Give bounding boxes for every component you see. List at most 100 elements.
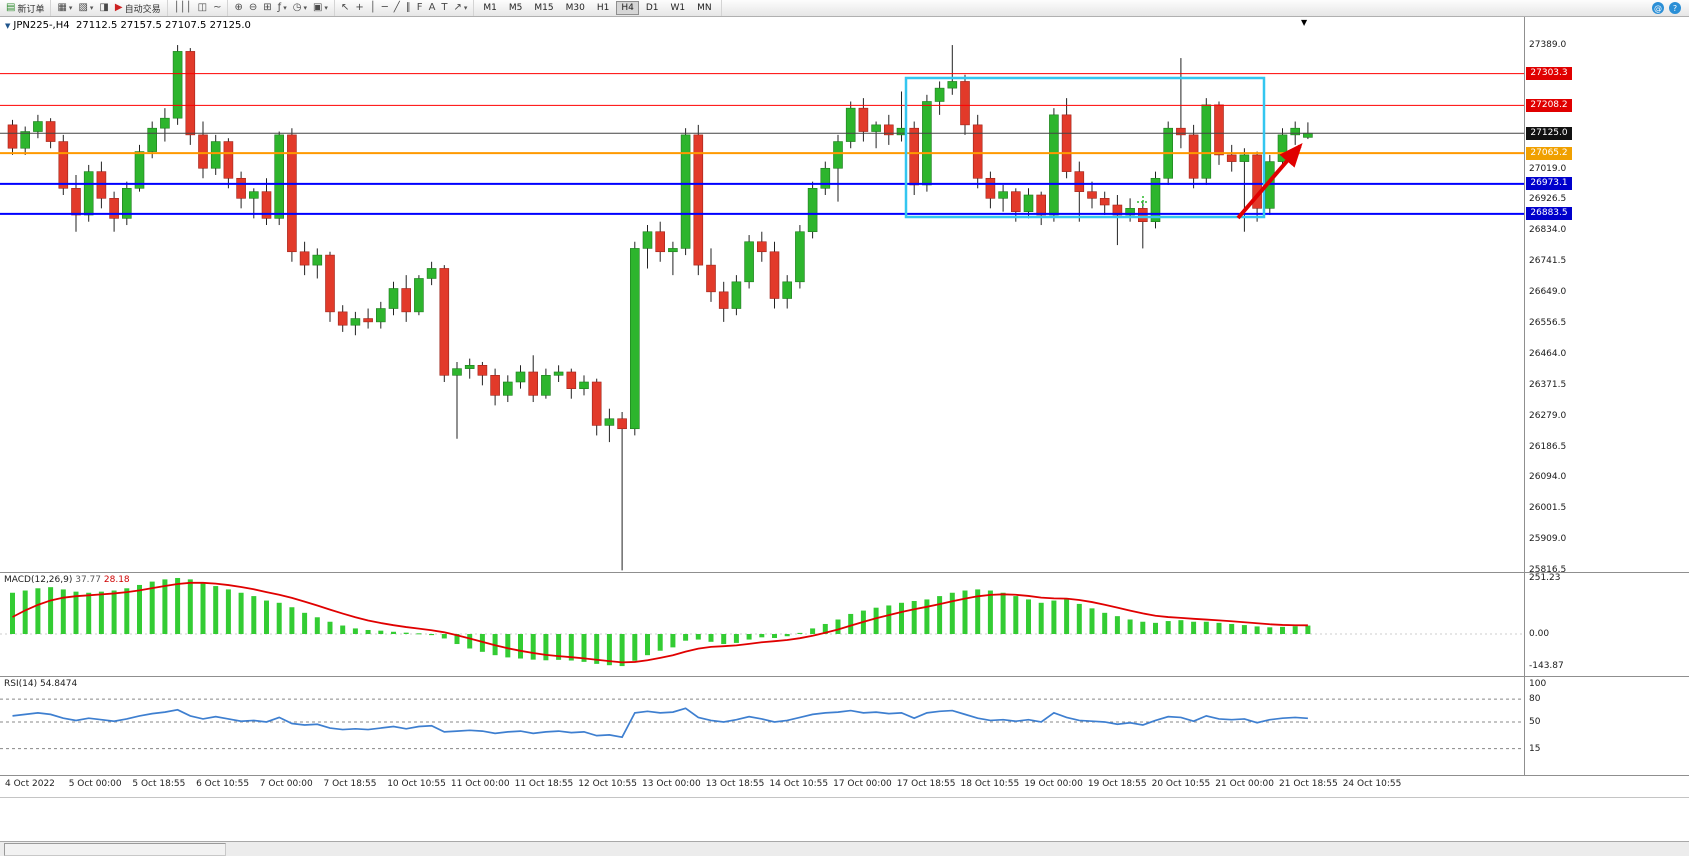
chevron-down-icon[interactable]: ▾ bbox=[68, 4, 73, 12]
scroll-to-end-icon[interactable]: ▼ bbox=[1301, 18, 1308, 27]
arrow-annotation[interactable] bbox=[1236, 142, 1303, 220]
templates-icon[interactable]: ▣ ▾ bbox=[310, 1, 331, 15]
timeframe-m15[interactable]: M15 bbox=[534, 3, 554, 13]
time-axis-label: 17 Oct 18:55 bbox=[896, 779, 956, 789]
cursor-icon: ↖ bbox=[340, 2, 350, 13]
price-badge: 27065.2 bbox=[1526, 146, 1572, 160]
tile-windows-icon[interactable]: ⊞ bbox=[260, 1, 274, 15]
profiles-icon[interactable]: ▧ ▾ bbox=[75, 1, 96, 15]
time-axis-label: 11 Oct 00:00 bbox=[450, 779, 510, 789]
price-axis-label: 26094.0 bbox=[1529, 472, 1567, 483]
price-axis-label: 26186.5 bbox=[1529, 441, 1567, 452]
price-axis-label: 26371.5 bbox=[1529, 379, 1567, 390]
rsi-axis-label: 15 bbox=[1529, 743, 1541, 754]
community-icon[interactable]: @ bbox=[1652, 2, 1664, 14]
price-axis-label: 25909.0 bbox=[1529, 534, 1567, 545]
chevron-down-icon[interactable]: ▾ bbox=[324, 4, 328, 12]
arrows-icon[interactable]: ↗ ▾ bbox=[451, 1, 471, 15]
bar-chart-icon[interactable]: │││ bbox=[171, 1, 195, 15]
candlestick-series bbox=[7, 45, 1313, 571]
toolbar-group: ▤ 新订单 bbox=[0, 0, 52, 16]
timeframe-h4[interactable]: H4 bbox=[616, 1, 639, 15]
macd-histogram bbox=[10, 577, 1311, 667]
new-order-button[interactable]: ▤ 新订单 bbox=[3, 1, 47, 15]
price-axis-label: 27019.0 bbox=[1529, 163, 1567, 174]
price-badge: 26973.1 bbox=[1526, 177, 1572, 191]
chart-ohlc: 27112.5 27157.5 27107.5 27125.0 bbox=[75, 20, 251, 31]
time-axis-label: 20 Oct 10:55 bbox=[1151, 779, 1211, 789]
text-label-icon[interactable]: T bbox=[438, 1, 450, 15]
arrows-icon: ↗ bbox=[453, 2, 462, 13]
time-axis-label: 19 Oct 00:00 bbox=[1024, 779, 1083, 789]
crosshair-icon: + bbox=[355, 2, 364, 13]
text-icon[interactable]: A bbox=[426, 1, 439, 15]
toolbar-group: ⊕ ⊖ ⊞ ƒ ▾ ◷ ▾ ▣ ▾ bbox=[228, 0, 335, 16]
chart-menu-icon[interactable]: ▼ bbox=[5, 22, 11, 30]
cursor-icon[interactable]: ↖ bbox=[338, 1, 352, 15]
price-axis[interactable]: 27389.0 27019.0 26926.5 26834.0 26741.5 26649… bbox=[1524, 16, 1689, 797]
timeframe-m1[interactable]: M1 bbox=[483, 3, 497, 13]
timeframe-h1[interactable]: H1 bbox=[596, 3, 610, 13]
chevron-down-icon[interactable]: ▾ bbox=[89, 4, 94, 12]
price-badge: 26883.5 bbox=[1526, 207, 1572, 221]
macd-axis-label: 251.23 bbox=[1529, 572, 1561, 583]
periods-icon[interactable]: ◷ ▾ bbox=[290, 1, 310, 15]
timeframe-m5[interactable]: M5 bbox=[508, 3, 523, 13]
price-badge: 27125.0 bbox=[1526, 126, 1572, 140]
time-axis-label: 7 Oct 00:00 bbox=[259, 779, 313, 789]
timeframe-w1[interactable]: W1 bbox=[670, 3, 686, 13]
time-axis-label: 12 Oct 10:55 bbox=[578, 779, 637, 789]
rsi-chart bbox=[0, 698, 1524, 750]
horizontal-line-icon: ─ bbox=[381, 2, 388, 13]
macd-chart bbox=[0, 577, 1524, 667]
crosshair-icon[interactable]: + bbox=[352, 1, 366, 15]
price-chart bbox=[0, 45, 1524, 571]
price-axis-label: 26834.0 bbox=[1529, 225, 1567, 236]
vertical-line-icon[interactable]: │ bbox=[367, 1, 379, 15]
chevron-down-icon[interactable]: ▾ bbox=[463, 4, 468, 12]
toolbar-group: ↖ + │ ─ ╱ ∥ F A T ↗ ▾ bbox=[335, 0, 475, 16]
macd-main-value: 37.77 bbox=[75, 575, 101, 585]
candlestick-chart-icon[interactable]: ◫ bbox=[195, 1, 210, 15]
zoom-in-icon[interactable]: ⊕ bbox=[231, 1, 245, 15]
horizontal-line-icon[interactable]: ─ bbox=[379, 1, 391, 15]
autotrading-button[interactable]: ▶ 自动交易 bbox=[112, 1, 164, 15]
chevron-down-icon[interactable]: ▾ bbox=[283, 4, 287, 12]
new-chart-icon: ▦ bbox=[57, 2, 67, 13]
market-watch-icon: ◨ bbox=[99, 2, 109, 13]
toolbar: ▤ 新订单 ▦ ▾ ▧ ▾ ◨ ▶ 自动交易 │││ ◫ ~ ⊕ ⊖ ⊞ ƒ ▾ ◷ ▾ ▣ ▾ ↖ + │ ─ ╱ ∥ F A T ↗ ▾ M… bbox=[0, 0, 1689, 17]
macd-name: MACD(12,26,9) bbox=[4, 575, 73, 585]
timeframe-mn[interactable]: MN bbox=[697, 3, 712, 13]
timeframe-group: M1 M5 M15 M30 H1 H4 D1 W1 MN bbox=[474, 0, 722, 16]
status-bar bbox=[0, 841, 1689, 856]
channel-icon[interactable]: ∥ bbox=[403, 1, 414, 15]
time-axis-label: 19 Oct 18:55 bbox=[1087, 779, 1147, 789]
market-watch-icon[interactable]: ◨ bbox=[96, 1, 111, 15]
rsi-name: RSI(14) bbox=[4, 679, 38, 689]
zoom-out-icon[interactable]: ⊖ bbox=[246, 1, 260, 15]
chevron-down-icon[interactable]: ▾ bbox=[303, 4, 307, 12]
price-axis-label: 26279.0 bbox=[1529, 410, 1567, 421]
main-chart-panel[interactable] bbox=[0, 16, 1524, 572]
line-chart-icon: ~ bbox=[213, 2, 222, 13]
zoom-in-icon: ⊕ bbox=[234, 2, 243, 13]
price-axis-label: 26464.0 bbox=[1529, 348, 1567, 359]
help-icon[interactable]: ? bbox=[1669, 2, 1681, 14]
timeframe-m30[interactable]: M30 bbox=[565, 3, 585, 13]
rectangle-annotation[interactable] bbox=[904, 76, 1266, 219]
time-axis-label: 14 Oct 10:55 bbox=[769, 779, 829, 789]
fibonacci-icon: F bbox=[416, 2, 423, 13]
rsi-panel[interactable] bbox=[0, 677, 1524, 775]
price-axis-label: 26649.0 bbox=[1529, 287, 1567, 298]
fibonacci-icon[interactable]: F bbox=[414, 1, 426, 15]
indicators-icon[interactable]: ƒ ▾ bbox=[275, 1, 290, 15]
time-axis[interactable]: 4 Oct 2022 5 Oct 00:00 5 Oct 18:55 6 Oct 10… bbox=[0, 776, 1524, 797]
trendline-icon[interactable]: ╱ bbox=[391, 1, 403, 15]
timeframe-d1[interactable]: D1 bbox=[645, 3, 659, 13]
time-axis-label: 4 Oct 2022 bbox=[5, 779, 55, 789]
rsi-axis-label: 50 bbox=[1529, 716, 1541, 727]
line-chart-icon[interactable]: ~ bbox=[210, 1, 224, 15]
macd-panel[interactable] bbox=[0, 573, 1524, 676]
price-axis-border bbox=[1524, 16, 1525, 775]
new-chart-icon[interactable]: ▦ ▾ bbox=[54, 1, 75, 15]
